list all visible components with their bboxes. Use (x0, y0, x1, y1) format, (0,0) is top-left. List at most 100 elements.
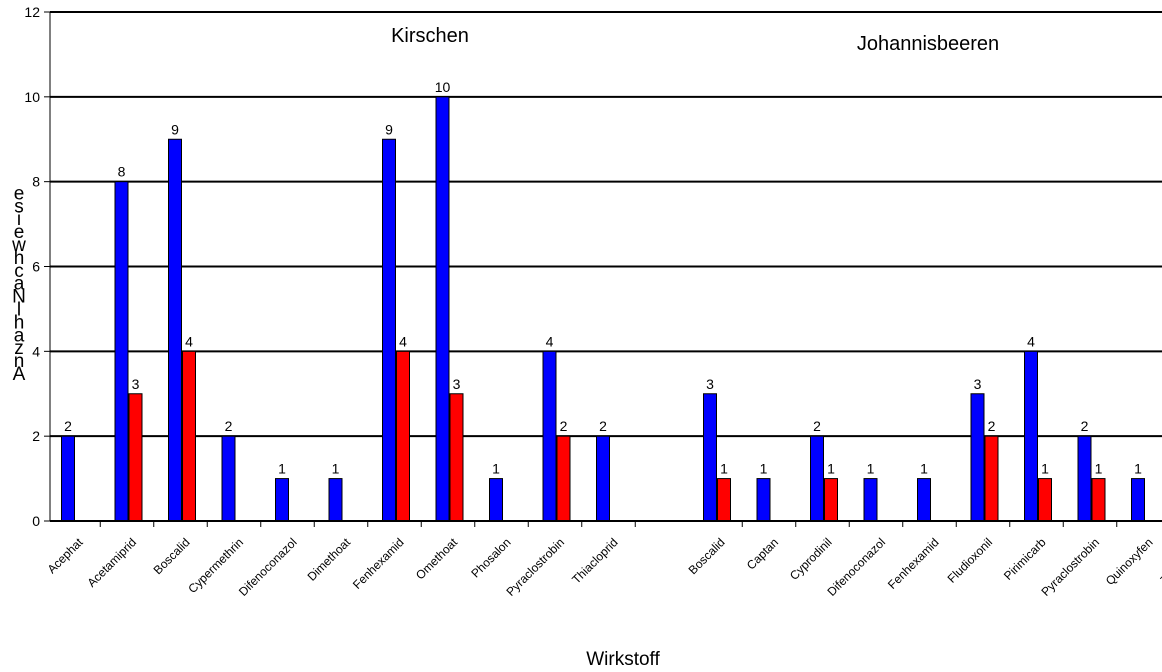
data-label: 1 (1095, 461, 1103, 477)
bars (61, 96, 1145, 522)
bar (489, 478, 503, 522)
x-category-label: Fludioxonil (945, 535, 995, 585)
data-label: 4 (185, 333, 193, 349)
data-label: 1 (867, 461, 875, 477)
data-label: 1 (920, 461, 928, 477)
x-category-label: Captan (744, 535, 781, 572)
data-label: 2 (225, 418, 233, 434)
data-label: 4 (546, 333, 554, 349)
data-label: 1 (1041, 461, 1049, 477)
y-axis-ticks: 0 2 4 6 8 10 12 (24, 4, 51, 529)
bar (542, 350, 557, 522)
data-label: 4 (399, 333, 407, 349)
y-axis-label-char: a (14, 274, 25, 295)
y-axis-label-char: A (13, 364, 26, 385)
x-category-label: Thiacloprid (569, 535, 620, 586)
data-label: 2 (560, 418, 568, 434)
y-tick-label: 4 (32, 343, 40, 359)
data-label: 4 (1027, 333, 1035, 349)
x-category-label: Acephat (45, 535, 87, 577)
bar (449, 393, 464, 522)
data-label: 1 (1134, 461, 1142, 477)
group-title: Kirschen (391, 25, 469, 47)
bar (168, 138, 182, 522)
data-label: 3 (453, 376, 461, 392)
y-tick-label: 6 (32, 259, 40, 275)
bar (703, 393, 717, 522)
bar (275, 478, 289, 522)
x-category-label: Fenhexamid (885, 535, 942, 592)
data-label: 2 (988, 418, 996, 434)
bar (1077, 435, 1092, 522)
data-label: 9 (385, 121, 393, 137)
y-axis-label-char: n (14, 351, 25, 372)
data-label: 1 (720, 461, 728, 477)
x-axis-label: Wirkstoff (586, 649, 660, 670)
y-axis-label-char: a (14, 325, 25, 346)
x-category-label: Boscalid (151, 535, 193, 577)
bar (221, 435, 236, 522)
data-label: 1 (332, 461, 340, 477)
data-label: 10 (435, 79, 451, 95)
bar (1091, 478, 1106, 522)
bar (1038, 478, 1052, 522)
x-category-label: Omethoat (413, 535, 461, 583)
bar (328, 478, 343, 522)
x-category-label: Phosalon (468, 535, 513, 580)
bar (824, 478, 838, 522)
x-category-label: Boscalid (686, 535, 728, 577)
bar (984, 435, 999, 522)
x-category-label: Cyprodinil (787, 535, 835, 583)
x-category-label: Fenhexamid (350, 535, 407, 592)
y-axis-label-char: z (14, 338, 24, 359)
data-label: 2 (599, 418, 607, 434)
y-axis-label-char: h (14, 312, 25, 333)
bar (756, 478, 771, 522)
bar (863, 478, 878, 522)
y-tick-label: 8 (32, 174, 40, 190)
bar (717, 478, 731, 522)
data-label: 3 (132, 376, 140, 392)
y-axis-label-char: h (14, 248, 25, 269)
bar (970, 393, 985, 522)
data-labels: 283942119410314223112111324121121 (64, 79, 1142, 477)
x-category-label: Dimethoat (305, 535, 354, 584)
data-label: 2 (813, 418, 821, 434)
x-category-label: Quinoxyfen (1103, 535, 1156, 588)
x-category-label: Acetamiprid (84, 535, 139, 590)
y-tick-label: 12 (24, 4, 40, 20)
data-label: 9 (171, 121, 179, 137)
bar (382, 138, 396, 522)
group-title: Johannisbeeren (857, 33, 999, 55)
data-label: 3 (974, 376, 982, 392)
bar (556, 435, 571, 522)
data-label: 2 (1081, 418, 1089, 434)
y-axis-label-char: c (14, 261, 24, 282)
y-axis-label-char: e (14, 183, 25, 204)
data-label: 8 (118, 164, 126, 180)
y-axis-label-char: N (12, 287, 26, 308)
y-tick-label: 2 (32, 428, 40, 444)
data-label: 3 (706, 376, 714, 392)
y-axis-label-char: e (14, 222, 25, 243)
bar (61, 435, 75, 522)
bar (596, 435, 610, 522)
x-category-label: Thiacloprid (1158, 535, 1162, 586)
x-category-label: Pirimicarb (1001, 535, 1049, 583)
y-axis-label-char: w (11, 235, 26, 256)
data-label: 1 (760, 461, 768, 477)
group-titles: Kirschen Johannisbeeren (391, 25, 999, 55)
bar (917, 478, 931, 522)
y-axis-label-char: s (14, 196, 24, 217)
bar (396, 350, 410, 522)
data-label: 2 (64, 418, 72, 434)
y-tick-label: 0 (32, 513, 40, 529)
data-label: 1 (278, 461, 286, 477)
bar (114, 181, 129, 522)
data-label: 1 (827, 461, 835, 477)
bar (435, 96, 450, 522)
bar (1131, 478, 1145, 522)
